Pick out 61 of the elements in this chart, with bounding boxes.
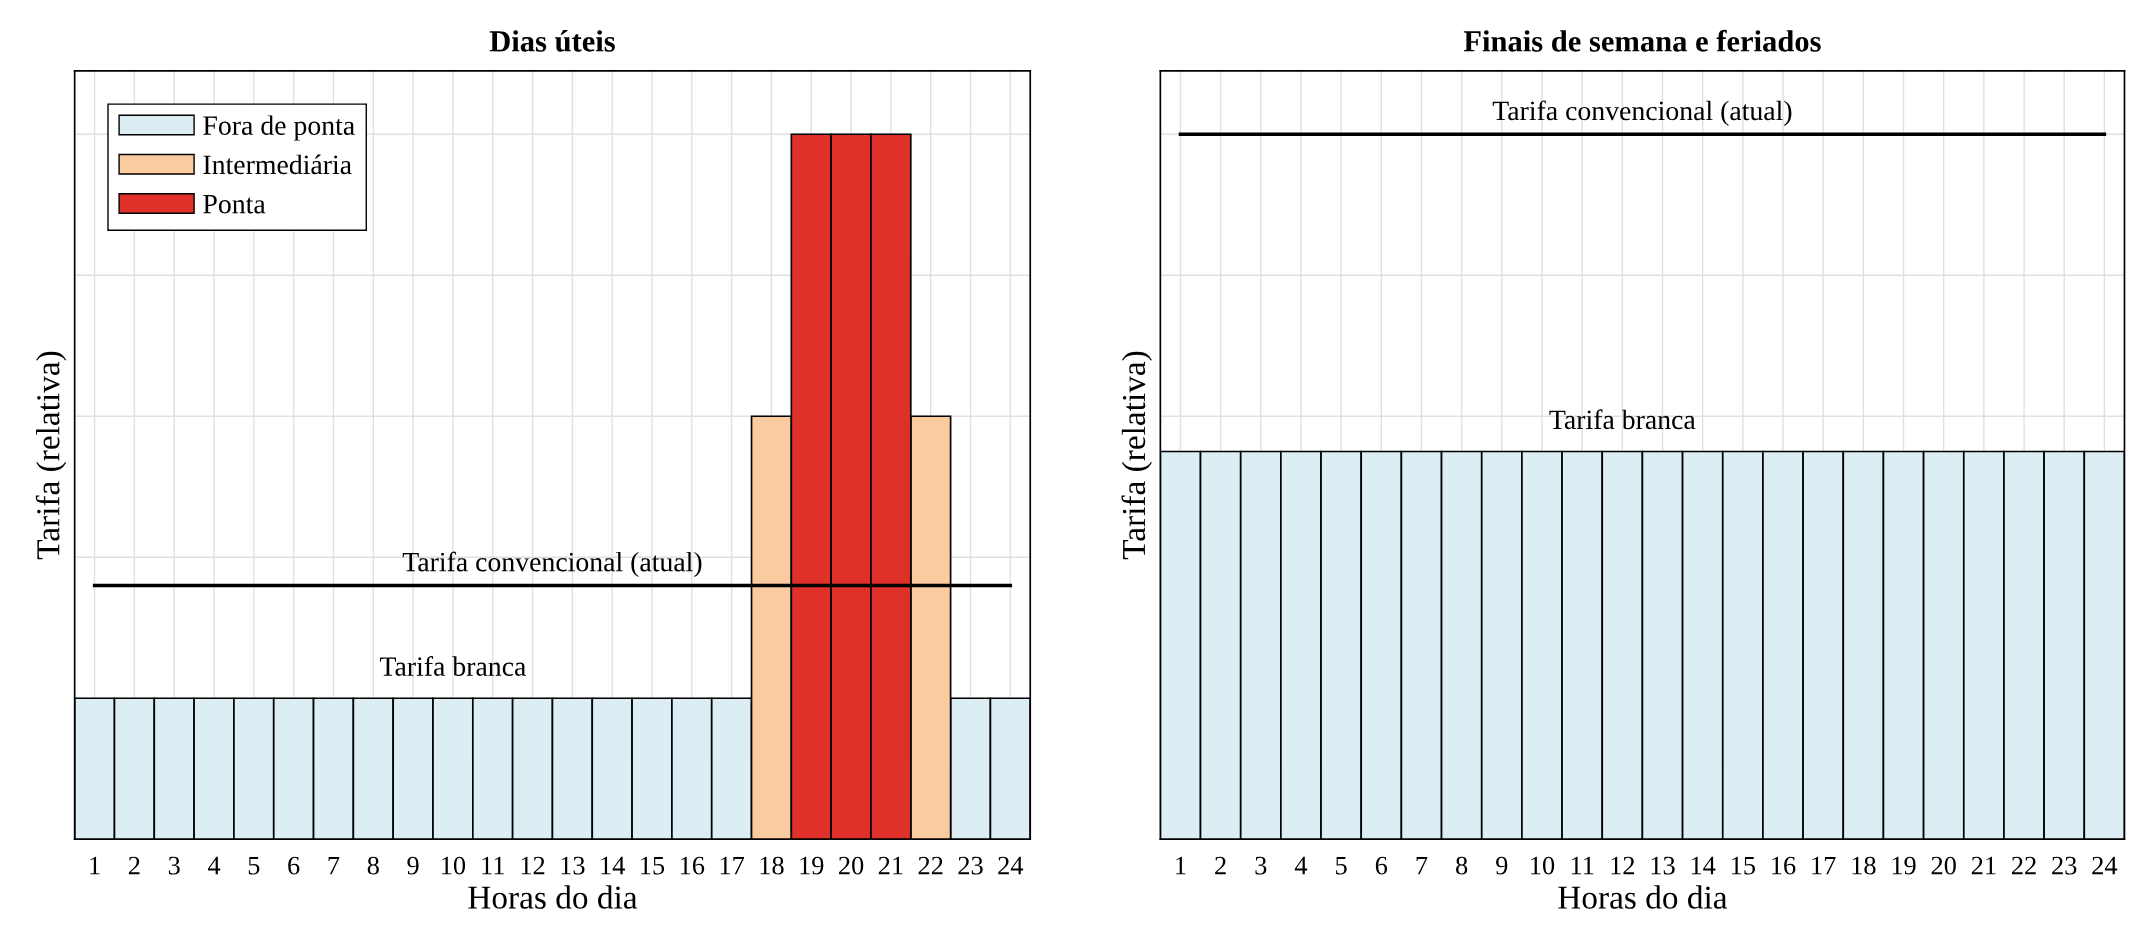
x-tick-label: 14 (601, 856, 625, 875)
legend-label: Ponta (203, 195, 266, 214)
x-tick-label: 13 (561, 856, 585, 875)
x-tick-label: 6 (288, 856, 300, 875)
series-label: Tarifa convencional (atual) (1492, 100, 1792, 126)
x-tick-label: 20 (1931, 856, 1956, 875)
x-tick-label: 3 (1255, 856, 1267, 875)
x-tick-label: 14 (1691, 856, 1716, 875)
x-tick-label: 4 (207, 856, 221, 875)
y-axis-title: Tarifa (relativa) (1121, 351, 1153, 560)
x-tick-label: 20 (839, 856, 864, 875)
x-tick-label: 8 (367, 856, 379, 875)
x-tick-label: 23 (958, 856, 983, 875)
chart-title: Finais de semana e feriados (1463, 29, 1821, 52)
x-tick-label: 12 (1611, 856, 1635, 875)
x-tick-label: 9 (1496, 856, 1508, 875)
x-tick-label: 5 (1336, 856, 1347, 875)
annotation: Tarifa branca (379, 656, 526, 676)
x-tick-label: 2 (128, 856, 140, 875)
x-tick-label: 17 (720, 856, 745, 875)
x-tick-label: 7 (1416, 856, 1428, 875)
x-axis-title: Horas do dia (468, 885, 638, 909)
x-tick-label: 24 (2092, 856, 2118, 875)
x-tick-label: 8 (1456, 856, 1468, 875)
series-label: Tarifa convencional (atual) (402, 551, 702, 578)
x-tick-label: 15 (641, 856, 665, 875)
x-tick-label: 16 (680, 856, 705, 875)
x-tick-label: 2 (1215, 856, 1226, 875)
x-tick-label: 4 (1294, 856, 1308, 875)
x-tick-label: 13 (1651, 856, 1675, 875)
x-tick-label: 15 (1731, 856, 1755, 875)
x-tick-label: 6 (1375, 856, 1388, 875)
x-tick-label: 21 (1971, 856, 1996, 875)
chart-title: Dias úteis (489, 30, 615, 52)
x-tick-label: 3 (168, 856, 180, 875)
x-tick-label: 19 (800, 856, 824, 875)
x-tick-label: 24 (998, 856, 1024, 875)
annotation: Tarifa branca (1549, 409, 1696, 430)
x-tick-label: 11 (1571, 856, 1594, 875)
y-axis-title: Tarifa (relativa) (35, 351, 67, 560)
x-tick-label: 16 (1772, 856, 1796, 875)
x-tick-label: 19 (1892, 856, 1916, 875)
x-tick-label: 1 (90, 856, 100, 875)
x-tick-label: 10 (442, 856, 466, 875)
legend-label: Fora de ponta (203, 115, 355, 141)
x-tick-label: 23 (2052, 856, 2077, 875)
x-tick-label: 22 (918, 856, 943, 875)
x-tick-label: 5 (248, 856, 260, 875)
x-tick-label: 9 (407, 856, 419, 875)
x-tick-label: 12 (521, 856, 545, 875)
x-tick-label: 1 (1176, 856, 1186, 875)
x-tick-label: 10 (1531, 856, 1555, 875)
x-axis-title: Horas do dia (1558, 885, 1728, 909)
x-tick-label: 18 (1852, 856, 1876, 875)
x-tick-label: 17 (1812, 856, 1836, 875)
x-tick-label: 11 (482, 856, 504, 875)
x-tick-label: 7 (328, 856, 340, 875)
legend-label: Intermediária (203, 154, 352, 175)
x-tick-label: 22 (2012, 856, 2036, 875)
x-tick-label: 21 (878, 856, 903, 875)
x-tick-label: 18 (760, 856, 784, 875)
